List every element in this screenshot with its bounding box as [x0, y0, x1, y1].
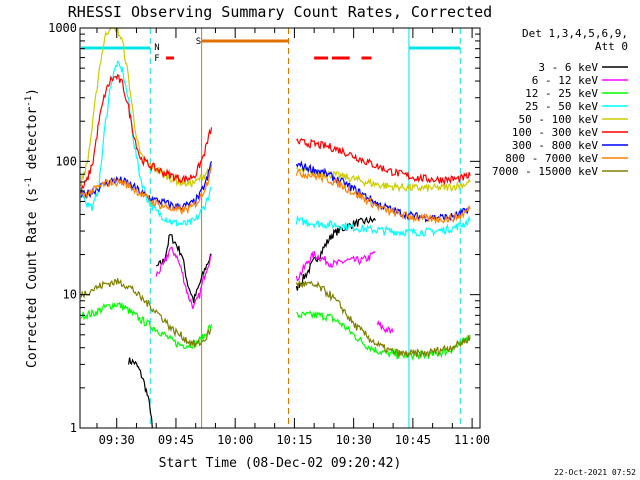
markers: NF S	[79, 28, 461, 428]
legend-label: 100 - 300 keV	[512, 126, 598, 139]
series-3	[80, 60, 471, 237]
axes: 1 10 100 1000 09:30 09:45 10:00 10:15 10:30 10:45…	[48, 21, 490, 447]
y-label-part2: detector	[25, 107, 40, 178]
y-label-sup1: -1	[24, 177, 34, 188]
legend-label: 800 - 7000 keV	[505, 152, 598, 165]
series-line	[80, 27, 213, 189]
series-line	[295, 215, 376, 291]
marker-label-s: S	[196, 37, 201, 47]
x-tick-label: 10:30	[336, 433, 372, 447]
series-line	[80, 278, 212, 349]
series-line	[80, 60, 212, 227]
series-line	[376, 320, 394, 335]
series-line	[295, 160, 471, 223]
x-tick-label: 10:15	[276, 433, 312, 447]
legend-label: 300 - 800 keV	[512, 139, 598, 152]
legend-label: 50 - 100 keV	[519, 113, 599, 126]
y-tick-label: 100	[55, 154, 77, 168]
y-tick-label: 10	[63, 288, 77, 302]
y-axis-label: Corrected Count Rate (s-1 detector-1)	[24, 88, 40, 368]
legend-label: 12 - 25 keV	[525, 87, 598, 100]
series-line	[296, 310, 471, 362]
chart-title: RHESSI Observing Summary Count Rates, Co…	[68, 3, 492, 21]
legend-header-detectors: Det 1,3,4,5,6,9,	[522, 27, 628, 40]
legend-label: 25 - 50 keV	[525, 100, 598, 113]
x-tick-label: 09:30	[99, 433, 135, 447]
series-5	[80, 73, 471, 194]
series-line	[80, 73, 213, 194]
series-line	[295, 166, 471, 193]
series-line	[296, 138, 471, 186]
series-6	[80, 160, 471, 223]
y-label-part1: Corrected Count Rate (s	[25, 188, 40, 368]
y-label-sup2: -1	[24, 96, 34, 107]
x-tick-label: 10:00	[217, 433, 253, 447]
y-tick-label: 1000	[48, 21, 77, 35]
legend-label: 7000 - 15000 keV	[492, 165, 598, 178]
series-line	[128, 357, 153, 429]
x-axis-label: Start Time (08-Dec-02 09:20:42)	[159, 456, 402, 471]
legend-header-attenuator: Att 0	[595, 40, 628, 53]
marker-label-n: N	[154, 43, 159, 53]
series-line	[155, 246, 213, 309]
x-tick-label: 10:45	[395, 433, 431, 447]
series-4	[80, 27, 471, 193]
series-line	[295, 167, 471, 225]
series-line	[295, 280, 471, 358]
y-tick-label: 1	[70, 421, 77, 435]
series-line	[155, 233, 212, 304]
series-line	[295, 250, 376, 282]
series-7	[80, 164, 471, 225]
x-tick-label: 11:00	[454, 433, 490, 447]
plot-frame	[79, 27, 481, 429]
series-group	[80, 27, 471, 429]
y-label-part3: )	[25, 88, 40, 96]
series-line	[80, 164, 213, 216]
footer-date: 22-Oct-2021 07:52	[554, 468, 636, 477]
series-8	[80, 278, 471, 358]
series-line	[295, 214, 471, 237]
legend-label: 3 - 6 keV	[538, 61, 598, 74]
legend-label: 6 - 12 keV	[532, 74, 599, 87]
marker-label-f: F	[154, 54, 159, 64]
series-1	[155, 246, 394, 335]
x-tick-label: 09:45	[158, 433, 194, 447]
